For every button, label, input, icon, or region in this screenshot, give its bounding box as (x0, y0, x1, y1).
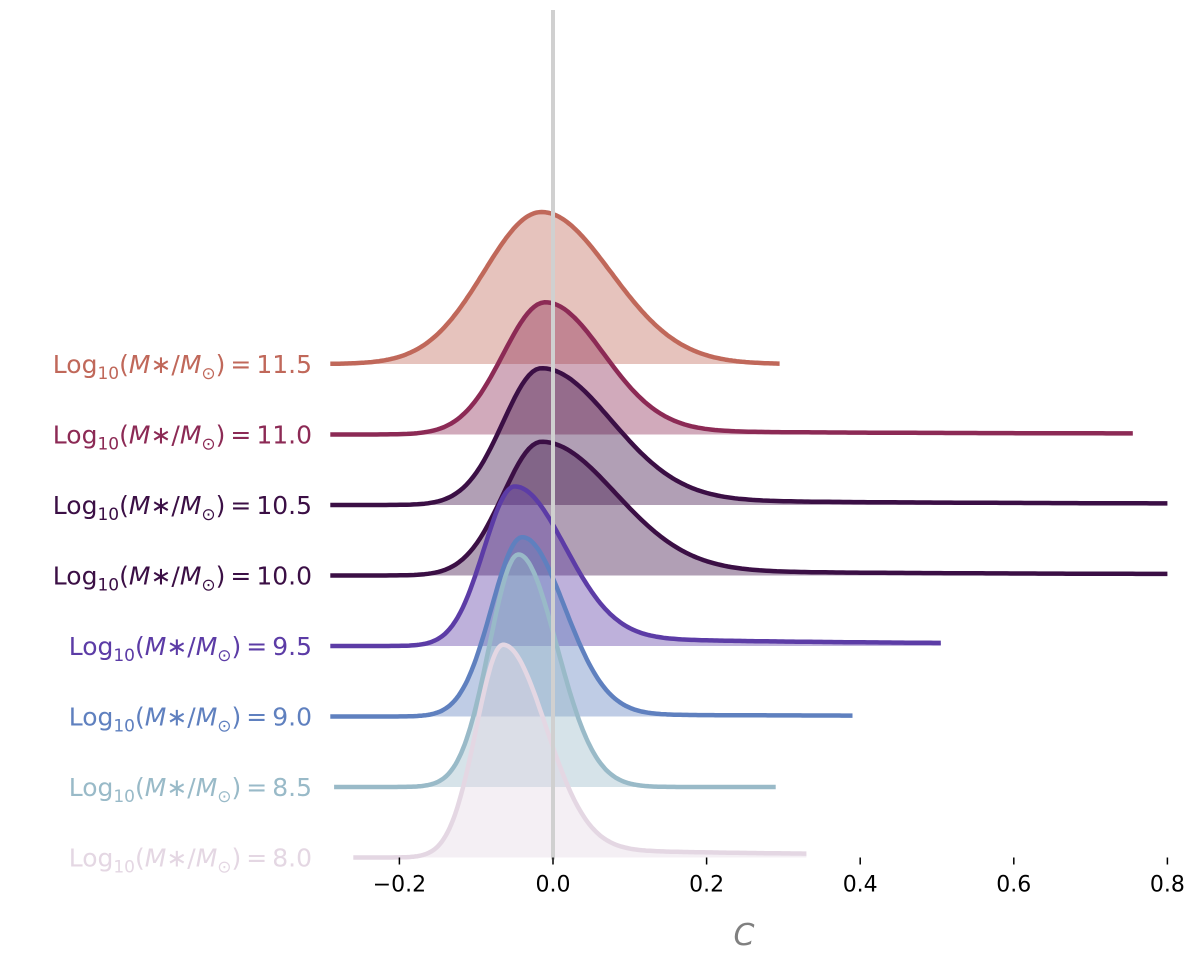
ridge-area-11.0 (330, 302, 1133, 435)
ridge-line-8.0 (352, 642, 807, 860)
ridge-line-9.5 (330, 484, 941, 649)
x-tick-label: 0.2 (689, 873, 724, 898)
row-label-8.5: Log10(M∗/M⊙) = 8.5 (69, 773, 312, 807)
row-labels: Log10(M∗/M⊙) = 11.5 Log10(M∗/M⊙) = 11.0 Lo… (53, 350, 312, 878)
row-label-11.0: Log10(M∗/M⊙) = 11.0 (53, 421, 312, 455)
ridge-line-10.0 (330, 439, 1168, 578)
x-tick-label: 0.4 (843, 873, 878, 898)
row-label-9.5: Log10(M∗/M⊙) = 9.5 (69, 632, 312, 666)
ridge-line-11.0 (330, 300, 1133, 437)
ridge-area-10.5 (330, 368, 1168, 505)
ridge-area-9.0 (330, 537, 853, 717)
ridge-line-10.5 (330, 365, 1168, 508)
ridge-line-9.0 (330, 534, 853, 719)
ridges-group (329, 209, 1168, 860)
row-label-11.5: Log10(M∗/M⊙) = 11.5 (53, 350, 312, 384)
row-label-9.0: Log10(M∗/M⊙) = 9.0 (69, 703, 312, 737)
ridge-area-10.0 (330, 441, 1168, 576)
ridge-area-9.5 (330, 486, 941, 646)
x-tick-label: −0.2 (373, 873, 426, 898)
x-tick-label: 0.0 (536, 873, 571, 898)
row-label-10.0: Log10(M∗/M⊙) = 10.0 (53, 562, 312, 596)
row-label-10.5: Log10(M∗/M⊙) = 10.5 (53, 491, 312, 525)
x-tick-label: 0.8 (1150, 873, 1185, 898)
x-axis: −0.2 0.0 0.2 0.4 0.6 0.8 (373, 857, 1185, 898)
ridge-area-8.0 (353, 644, 807, 858)
row-label-8.0: Log10(M∗/M⊙) = 8.0 (69, 844, 312, 878)
x-axis-label: C (734, 918, 755, 953)
x-tick-label: 0.6 (996, 873, 1031, 898)
